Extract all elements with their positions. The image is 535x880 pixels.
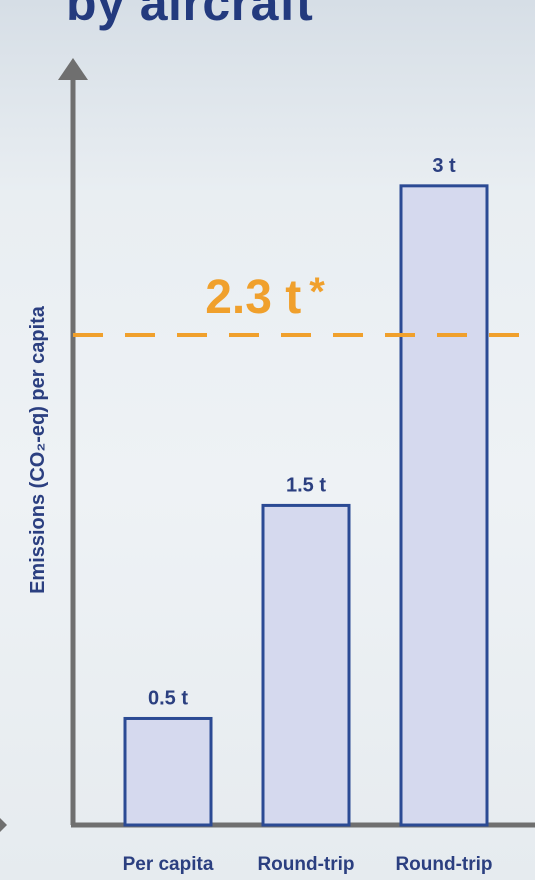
chart-title: by aircraft	[66, 0, 314, 31]
y-axis-label: Emissions (CO₂-eq) per capita	[27, 305, 49, 594]
reference-line-label: 2.3 t *	[205, 270, 325, 324]
x-tick-label-2: Round-trip	[257, 854, 354, 875]
reference-group: 2.3 t *	[73, 270, 535, 337]
x-tick-label-3: Round-trip	[395, 854, 492, 875]
bar-3	[399, 184, 489, 827]
left-edge-arrow	[0, 818, 7, 832]
reference-marker: *	[309, 270, 325, 314]
bar-value-label-3: 3 t	[432, 155, 456, 177]
bar-2	[261, 503, 351, 827]
bar-1	[123, 716, 213, 827]
bar-value-label-2: 1.5 t	[286, 474, 326, 496]
bar-value-label-1: 0.5 t	[148, 687, 188, 709]
reference-value: 2.3 t	[205, 271, 301, 324]
bars-group: 0.5 t Per capita 1.5 t Round-trip 3 t Round-t…	[123, 155, 493, 875]
x-tick-label-1: Per capita	[123, 854, 214, 875]
y-axis-arrow	[58, 58, 88, 80]
